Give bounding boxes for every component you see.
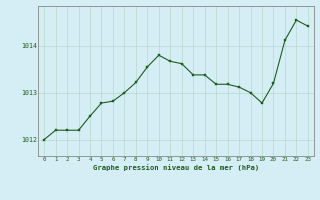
X-axis label: Graphe pression niveau de la mer (hPa): Graphe pression niveau de la mer (hPa) [93, 164, 259, 171]
